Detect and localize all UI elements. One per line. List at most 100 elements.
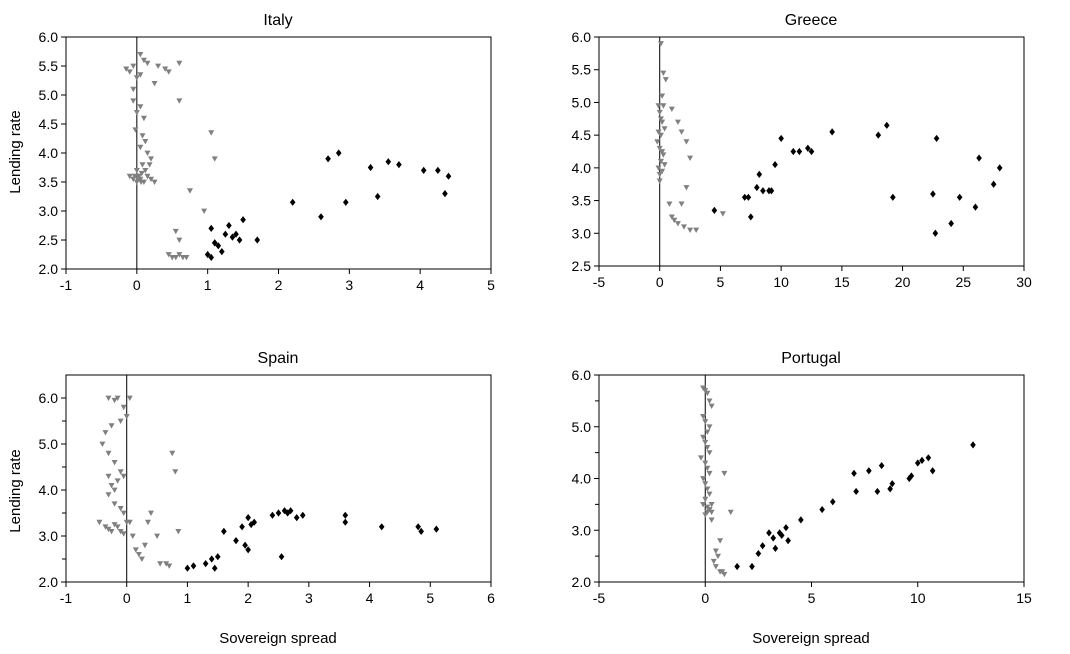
data-point-triangle: [715, 553, 721, 560]
data-point-diamond: [342, 518, 349, 526]
data-point-triangle: [706, 507, 713, 513]
data-point-diamond: [976, 154, 982, 162]
data-point-diamond: [215, 242, 222, 250]
data-point-diamond: [768, 187, 775, 195]
data-point-diamond: [829, 498, 836, 506]
data-point-triangle: [727, 509, 734, 516]
x-tick-label: 15: [1016, 590, 1032, 606]
data-point-triangle: [120, 531, 127, 537]
x-tick-label: 5: [717, 274, 725, 290]
data-point-diamond: [226, 221, 232, 230]
data-point-triangle: [105, 526, 112, 533]
data-point-triangle: [165, 69, 172, 75]
data-point-triangle: [702, 419, 709, 425]
data-point-triangle: [111, 487, 118, 493]
chart-title: Spain: [258, 350, 299, 367]
data-point-triangle: [144, 519, 151, 526]
y-tick-label: 5.5: [572, 62, 592, 78]
data-point-diamond: [284, 509, 291, 517]
y-tick-label: 3.5: [572, 193, 592, 209]
data-point-triangle: [712, 564, 719, 570]
data-point-triangle: [706, 470, 713, 477]
data-point-triangle: [111, 460, 118, 466]
data-point-triangle: [133, 75, 140, 81]
data-point-triangle: [721, 470, 728, 477]
data-point-triangle: [117, 529, 124, 535]
x-tick-label: 1: [204, 277, 212, 293]
data-point-diamond: [747, 213, 754, 221]
data-point-diamond: [254, 236, 261, 244]
data-point-triangle: [700, 501, 707, 508]
x-tick-label: 2: [244, 590, 252, 606]
data-point-diamond: [972, 203, 979, 211]
data-point-diamond: [318, 213, 324, 221]
data-point-triangle: [186, 188, 193, 194]
data-point-diamond: [335, 149, 342, 157]
data-point-diamond: [760, 187, 766, 195]
x-tick-label: 0: [701, 590, 709, 606]
data-point-triangle: [683, 185, 690, 191]
x-tick-label: 5: [808, 590, 816, 606]
data-point-triangle: [144, 60, 151, 67]
data-point-triangle: [130, 86, 137, 93]
x-tick-label: -1: [60, 277, 73, 293]
data-point-triangle: [687, 155, 694, 162]
data-point-triangle: [130, 63, 137, 69]
data-point-triangle: [721, 571, 728, 578]
x-tick-label: 5: [487, 277, 495, 293]
y-tick-label: 6.0: [572, 367, 592, 383]
data-point-triangle: [155, 63, 162, 69]
data-point-triangle: [700, 414, 707, 420]
x-tick-label: -5: [593, 274, 606, 290]
data-point-diamond: [287, 507, 294, 515]
data-point-diamond: [418, 527, 424, 535]
y-tick-label: 4.0: [572, 160, 592, 176]
data-point-triangle: [105, 473, 112, 480]
data-point-diamond: [184, 564, 191, 572]
data-point-diamond: [772, 160, 778, 169]
data-point-triangle: [132, 127, 139, 133]
data-point-diamond: [269, 511, 276, 519]
data-point-diamond: [853, 487, 859, 496]
data-point-diamond: [956, 193, 963, 201]
data-point-triangle: [659, 168, 666, 175]
data-point-triangle: [133, 168, 140, 174]
data-point-triangle: [175, 529, 182, 535]
data-point-triangle: [138, 170, 145, 177]
data-point-triangle: [123, 66, 130, 72]
data-point-diamond: [851, 469, 857, 477]
data-point-triangle: [700, 476, 707, 482]
data-point-triangle: [105, 395, 112, 401]
data-point-diamond: [278, 553, 285, 561]
data-point-diamond: [420, 166, 427, 174]
data-point-triangle: [114, 395, 121, 401]
data-point-triangle: [129, 533, 136, 539]
data-point-triangle: [137, 52, 144, 58]
data-point-triangle: [169, 450, 176, 457]
data-point-triangle: [687, 227, 694, 234]
data-point-triangle: [99, 441, 106, 447]
data-point-triangle: [135, 552, 142, 558]
data-point-diamond: [887, 485, 893, 493]
data-point-triangle: [120, 404, 127, 411]
data-point-triangle: [700, 434, 707, 441]
x-tick-label: 6: [487, 590, 495, 606]
data-point-diamond: [734, 562, 740, 571]
data-point-diamond: [275, 509, 282, 517]
y-tick-label: 2.0: [39, 261, 59, 277]
x-tick-label: 0: [123, 590, 131, 606]
y-tick-label: 4.0: [39, 145, 59, 161]
data-point-diamond: [208, 253, 215, 261]
data-point-triangle: [702, 439, 709, 446]
panel-portugal: Portugal Sovereign spread -5 0 5 10 15 2.0 3.0…: [572, 350, 1032, 647]
data-point-triangle: [111, 397, 118, 404]
data-point-diamond: [208, 224, 215, 232]
data-point-diamond: [242, 541, 248, 549]
y-tick-label: 2.5: [39, 232, 59, 248]
data-point-diamond: [239, 523, 245, 531]
data-point-diamond: [829, 128, 835, 136]
data-point-triangle: [131, 173, 138, 180]
data-point-triangle: [172, 255, 179, 261]
data-point-diamond: [293, 514, 300, 522]
panel-greece: Greece -5 0 5 10 15 20 25 30 2.5 3.0 3.5 4.0 4.5 5.0 5…: [572, 12, 1032, 290]
